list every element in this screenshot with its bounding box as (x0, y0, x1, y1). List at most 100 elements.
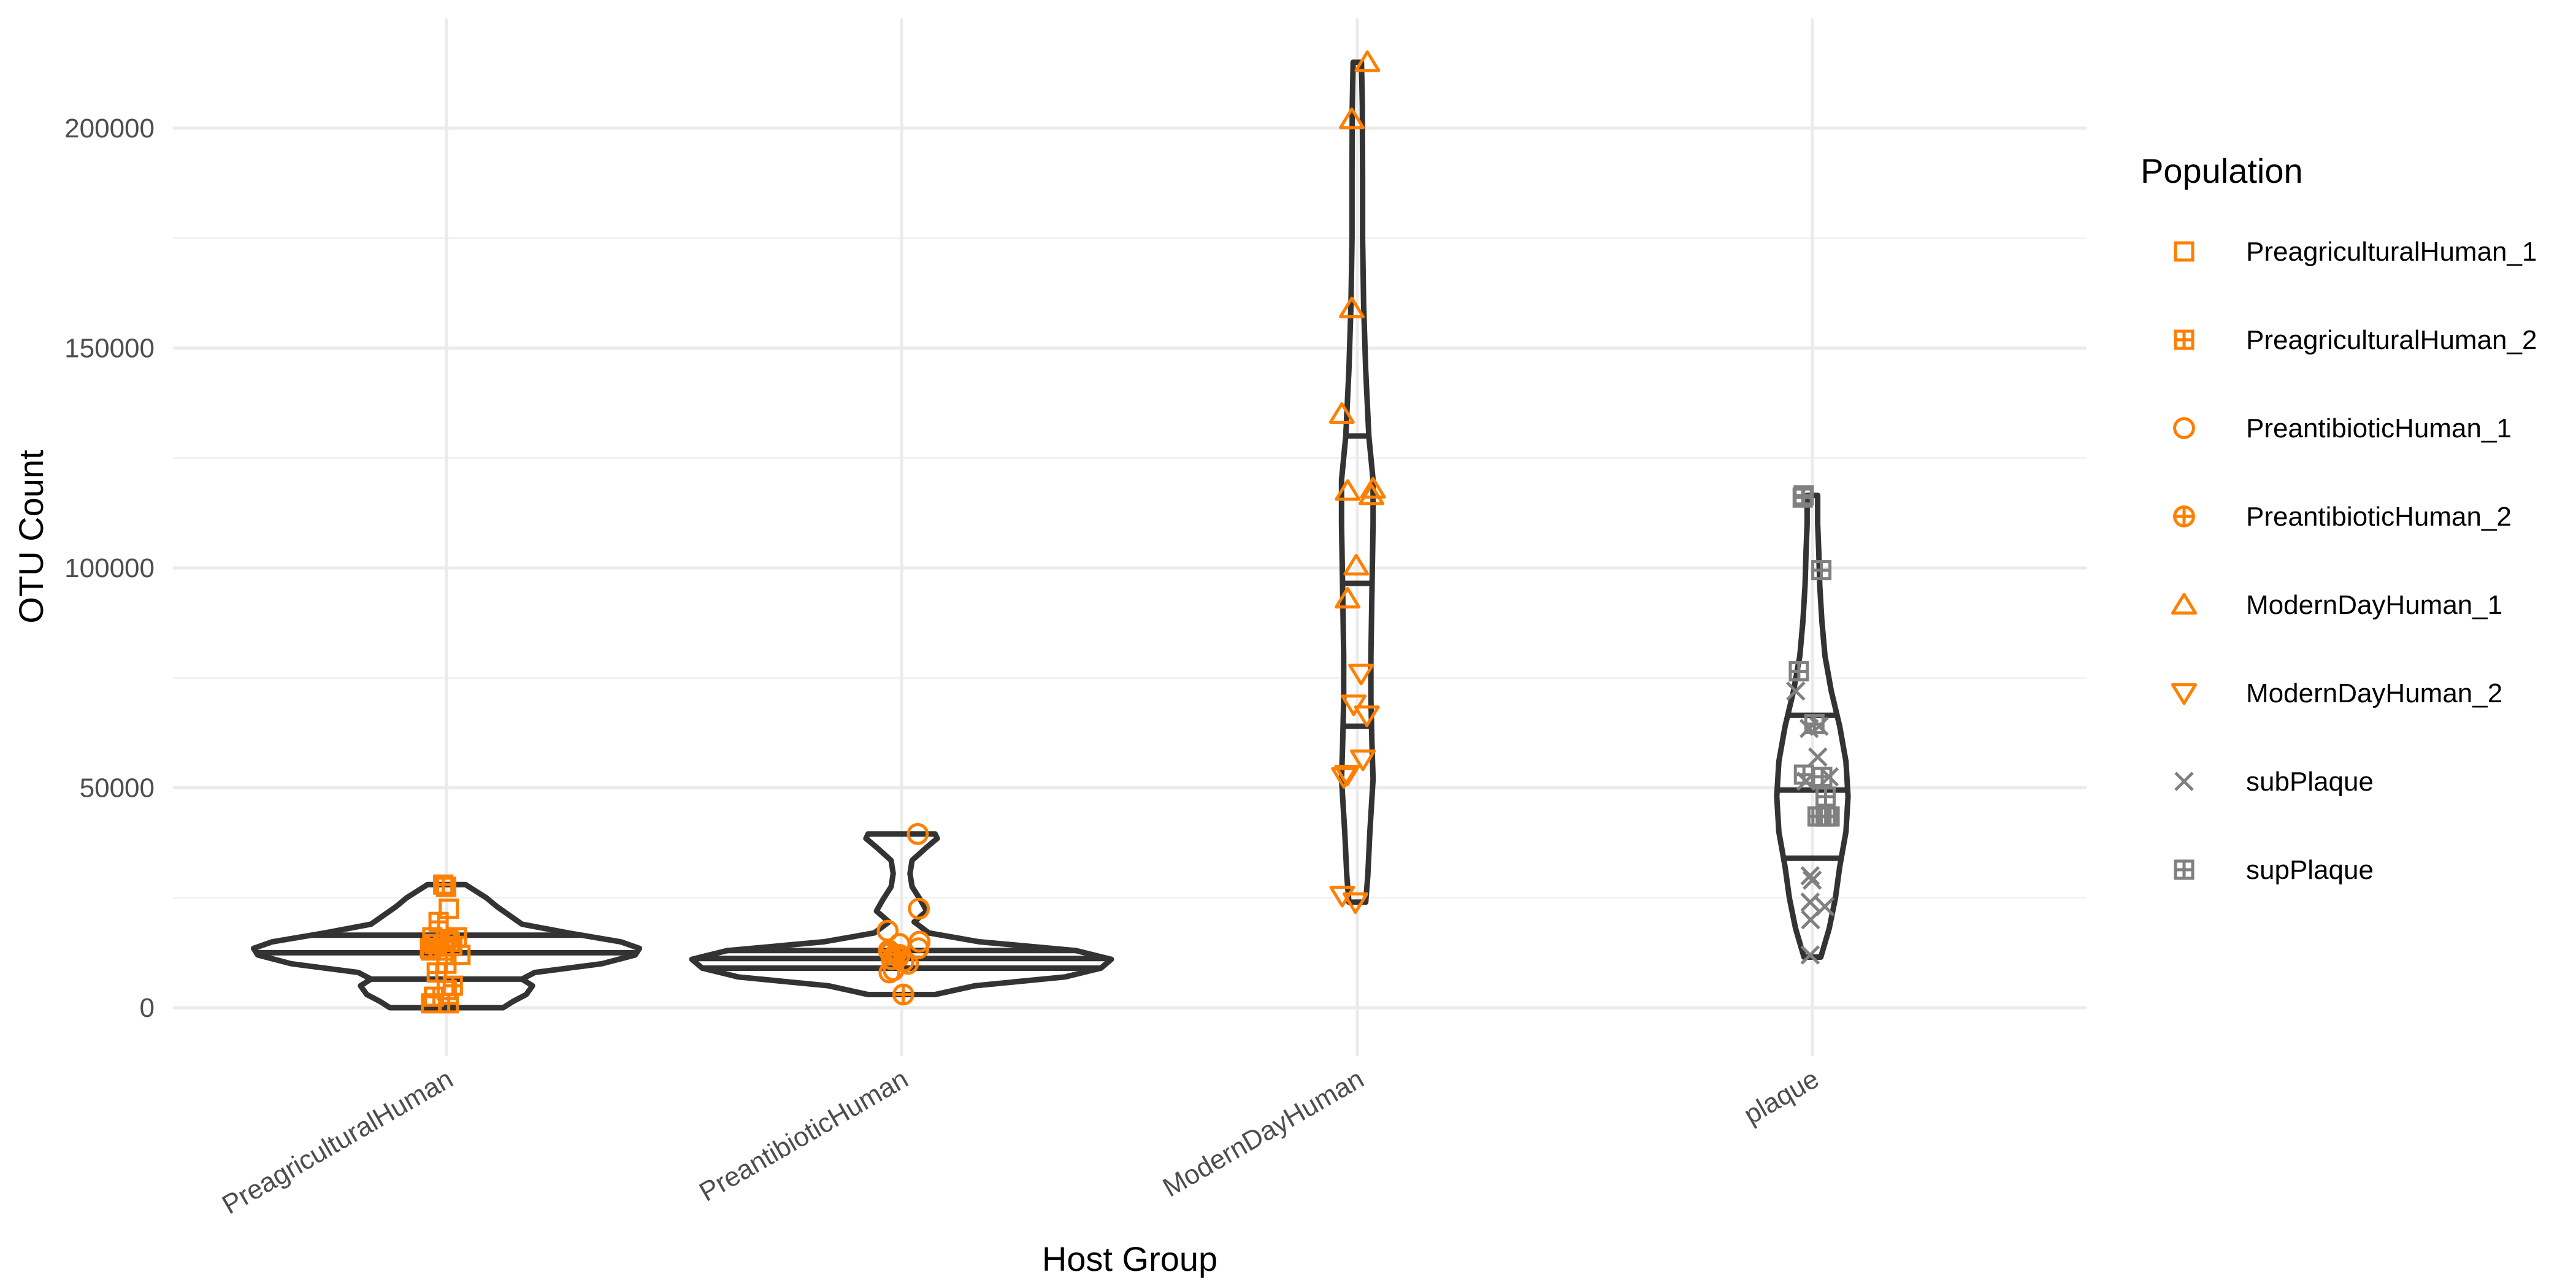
legend-item: subPlaque (2174, 767, 2374, 797)
data-point (439, 993, 459, 1014)
data-point (1808, 747, 1828, 767)
data-point (1329, 886, 1355, 908)
marker-triangle-down (1343, 892, 1369, 914)
marker-triangle-down (1354, 705, 1380, 727)
marker-stroke (1802, 870, 1822, 890)
marker-triangle-down (2171, 683, 2197, 705)
marker-stroke (1800, 866, 1820, 886)
data-point (1786, 681, 1806, 701)
legend-item: PreantibioticHuman_2 (2173, 502, 2512, 532)
marker-circle (908, 897, 930, 920)
data-point (1360, 477, 1386, 499)
legend-label: PreagriculturalHuman_2 (2246, 325, 2537, 355)
legend-key (2174, 859, 2195, 880)
marker-triangle-up (1359, 483, 1385, 505)
marker-stroke (1800, 892, 1820, 912)
marker-square (2174, 241, 2195, 262)
legend: Population PreagriculturalHuman_1Preagri… (2141, 151, 2537, 885)
grid-minor (173, 237, 2087, 899)
marker-triangle-down (1329, 886, 1355, 908)
y-tick-label: 200000 (64, 113, 155, 144)
data-point (1807, 806, 1828, 827)
data-point (908, 930, 931, 953)
marker-circle (907, 822, 929, 845)
y-tick-label: 150000 (64, 334, 155, 364)
data-point (1354, 705, 1380, 727)
legend-key (2174, 772, 2194, 791)
legend-item: PreagriculturalHuman_2 (2174, 325, 2537, 355)
data-point (420, 938, 440, 959)
data-point (878, 939, 900, 962)
data-point (1350, 749, 1376, 772)
marker-stroke (1801, 910, 1820, 930)
data-points (420, 50, 1840, 1014)
legend-label: ModernDayHuman_1 (2246, 590, 2502, 620)
violin-outline (250, 881, 643, 1011)
marker-circle (2173, 417, 2195, 439)
data-point (1800, 892, 1820, 912)
marker-triangle-down (1350, 749, 1376, 772)
legend-key (2171, 683, 2197, 705)
data-point (426, 962, 447, 983)
data-point (1339, 296, 1365, 318)
marker-square (435, 876, 456, 897)
marker-stroke (1800, 945, 1820, 965)
data-point (1343, 892, 1369, 914)
legend-item: supPlaque (2174, 855, 2374, 885)
data-point (1804, 714, 1825, 735)
legend-key (2174, 241, 2195, 262)
y-tick-label: 50000 (80, 773, 155, 803)
legend-label: PreantibioticHuman_1 (2246, 413, 2512, 443)
legend-item: ModernDayHuman_2 (2171, 678, 2502, 708)
data-point (1341, 694, 1367, 716)
data-point (1334, 765, 1360, 787)
legend-entries: PreagriculturalHuman_1 PreagriculturalHum… (2171, 237, 2537, 885)
marker-stroke (1808, 747, 1828, 767)
data-point (1335, 479, 1361, 501)
legend-label: PreagriculturalHuman_1 (2246, 237, 2537, 267)
data-point (1811, 560, 1832, 581)
data-point (1800, 866, 1820, 886)
legend-title: Population (2141, 151, 2303, 190)
legend-key (2173, 505, 2195, 527)
marker-square (439, 899, 459, 919)
marker-stroke (1786, 681, 1806, 701)
marker-triangle-down (1334, 765, 1360, 787)
legend-label: supPlaque (2246, 855, 2374, 885)
data-point (907, 822, 929, 845)
data-point (1339, 107, 1365, 129)
marker-stroke (2174, 772, 2194, 791)
marker-triangle-up (1354, 50, 1381, 72)
data-point (1812, 767, 1833, 788)
legend-key (2173, 417, 2195, 439)
x-axis-title: Host Group (1042, 1240, 1217, 1278)
legend-label: ModernDayHuman_2 (2246, 678, 2502, 708)
data-point (433, 874, 454, 895)
y-axis: 0 50000 100000 150000 200000 (64, 113, 155, 1023)
marker-triangle-up (1339, 296, 1365, 318)
marker-triangle-up (1339, 107, 1365, 129)
marker-triangle-down (1348, 664, 1374, 686)
legend-label: subPlaque (2246, 767, 2374, 797)
marker-triangle-down (1331, 767, 1357, 789)
data-point (1331, 767, 1357, 789)
marker-triangle-up (1335, 586, 1361, 609)
data-point (1802, 870, 1822, 890)
data-point (908, 897, 930, 920)
data-point (439, 899, 459, 919)
data-point (435, 876, 456, 897)
data-point (1328, 402, 1355, 424)
legend-item: PreagriculturalHuman_1 (2174, 237, 2537, 267)
grid-major (173, 18, 2087, 1056)
data-point (1815, 786, 1836, 807)
marker-triangle-up (1328, 402, 1355, 424)
legend-key (2174, 329, 2195, 350)
data-point (1354, 50, 1381, 72)
y-tick-label: 100000 (64, 553, 155, 583)
data-point (1788, 661, 1809, 681)
data-point (1359, 483, 1385, 505)
legend-item: ModernDayHuman_1 (2171, 590, 2502, 620)
legend-label: PreantibioticHuman_2 (2246, 502, 2512, 532)
